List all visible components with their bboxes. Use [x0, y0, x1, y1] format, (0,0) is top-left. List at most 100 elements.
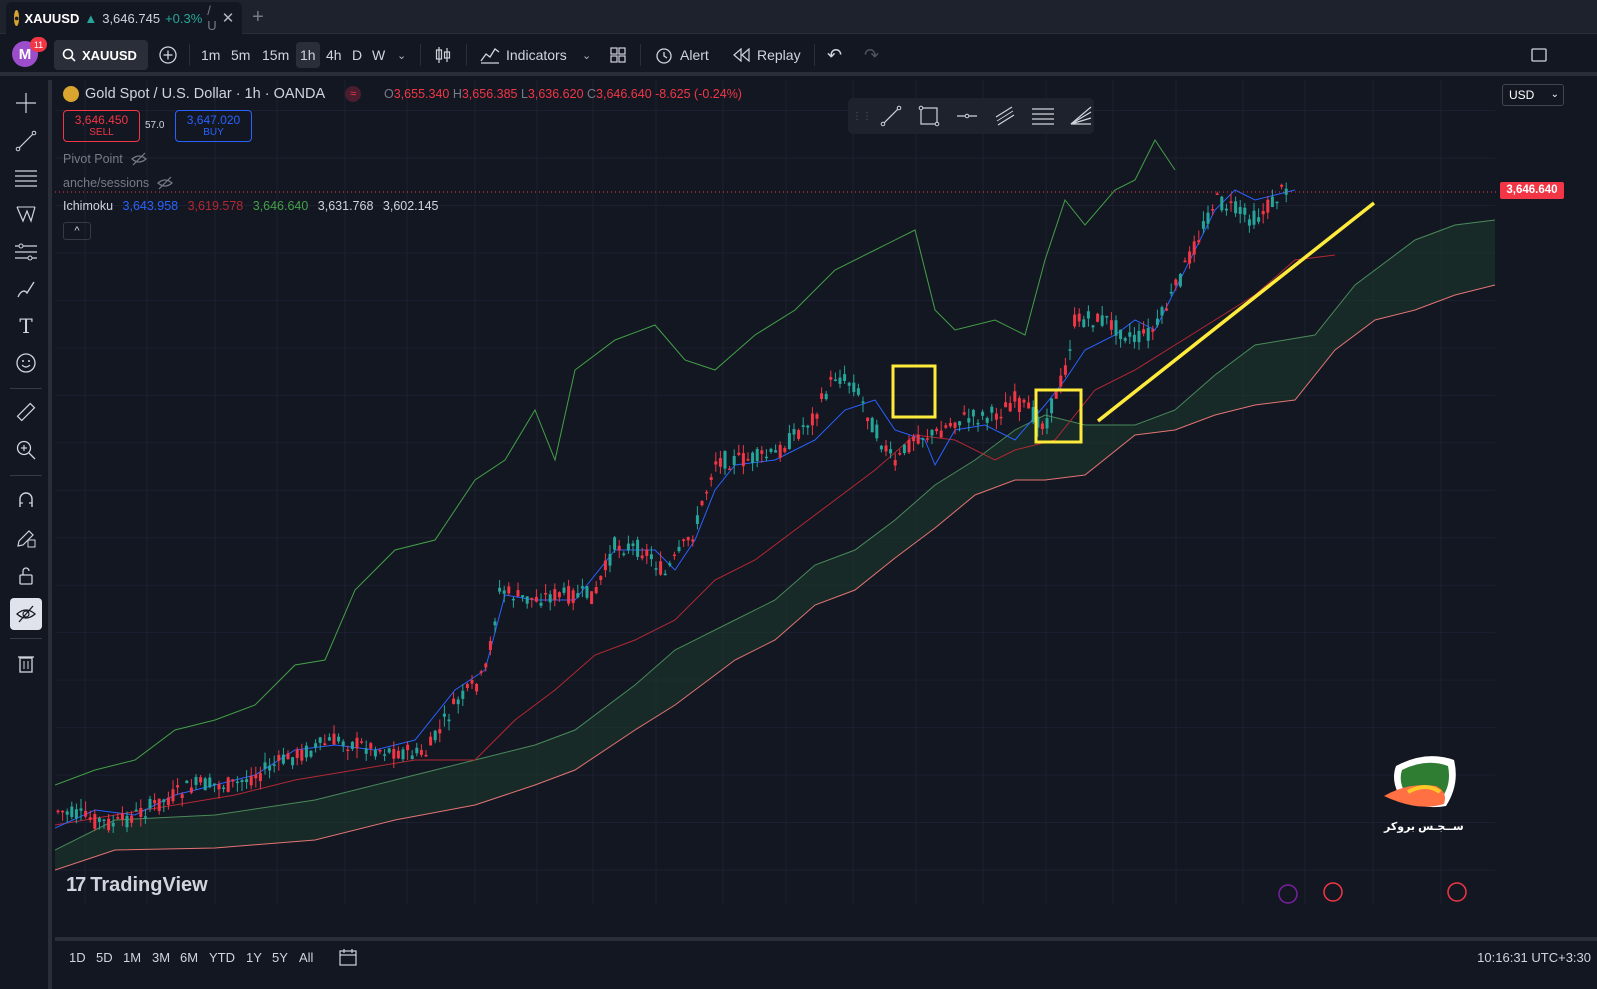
candle	[465, 683, 469, 689]
price-chart[interactable]: 3,680.0003,660.0003,640.0003,620.0003,60…	[55, 80, 1497, 905]
symbol-title[interactable]: Gold Spot / U.S. Dollar · 1h · OANDA	[85, 86, 326, 102]
range-5d[interactable]: 5D	[96, 950, 113, 965]
alert-button[interactable]: Alert	[654, 42, 709, 68]
indicators-button[interactable]: Indicators	[480, 42, 567, 68]
clock-timezone[interactable]: 10:16:31 UTC+3:30	[1477, 950, 1591, 965]
fullscreen-icon[interactable]	[1530, 42, 1548, 68]
chart-tab[interactable]: ● XAUUSD ▲ 3,646.745 +0.3% / U ✕	[6, 2, 242, 34]
trend-line-icon[interactable]	[10, 125, 42, 157]
candle	[166, 797, 170, 806]
timeframe-w[interactable]: W	[372, 47, 386, 63]
layout-grid-icon[interactable]	[609, 42, 627, 68]
timeframe-1m[interactable]: 1m	[201, 47, 221, 63]
range-all[interactable]: All	[299, 950, 314, 965]
candle	[774, 450, 778, 453]
candle	[84, 810, 88, 817]
indicator-sessions[interactable]: anche/sessions	[63, 176, 174, 190]
candle	[387, 748, 391, 753]
indicator-pivot-point[interactable]: Pivot Point	[63, 152, 147, 166]
hide-drawings-eye-icon[interactable]	[10, 598, 42, 630]
range-5y[interactable]: 5Y	[272, 950, 288, 965]
close-tab-icon[interactable]: ✕	[221, 10, 235, 27]
candle	[935, 428, 939, 432]
drag-handle-icon[interactable]: ⋮⋮	[852, 110, 872, 122]
timeframe-dropdown-chevron-down-icon[interactable]: ⌄	[397, 49, 407, 62]
candle	[1063, 365, 1067, 375]
candle	[820, 393, 824, 399]
timeframe-d[interactable]: D	[352, 47, 363, 63]
range-1y[interactable]: 1Y	[246, 950, 262, 965]
replay-button[interactable]: Replay	[733, 42, 801, 68]
lock-drawings-icon[interactable]	[10, 560, 42, 592]
undo-icon[interactable]: ↶	[827, 44, 843, 65]
candle	[185, 780, 189, 784]
prediction-tools-icon[interactable]	[10, 236, 42, 268]
candle	[286, 753, 290, 760]
goto-date-calendar-icon[interactable]	[338, 947, 358, 970]
ichimoku-tenkan-line	[55, 189, 1296, 829]
candle	[438, 729, 442, 734]
gold-coin-icon	[63, 86, 79, 102]
hidden-eye-icon[interactable]	[157, 176, 174, 190]
indicator-ichimoku[interactable]: Ichimoku 3,643.958 3,619.578 3,646.640 3…	[63, 199, 439, 213]
redo-icon[interactable]: ↷	[864, 44, 880, 65]
sell-button[interactable]: 3,646.450 SELL	[63, 110, 140, 142]
collapse-legend-chevron-up-icon[interactable]: ^	[63, 222, 91, 240]
candle	[258, 773, 262, 782]
range-6m[interactable]: 6M	[180, 950, 199, 965]
timeframe-4h[interactable]: 4h	[326, 47, 342, 63]
timeframe-15m[interactable]: 15m	[262, 47, 290, 63]
hidden-eye-icon[interactable]	[130, 152, 147, 166]
candle	[507, 586, 511, 594]
timeframe-1h[interactable]: 1h	[296, 42, 320, 68]
ichimoku-span-b-line	[55, 284, 1496, 871]
timeframe-5m[interactable]: 5m	[231, 47, 251, 63]
trend-line-tool-icon[interactable]	[878, 103, 904, 129]
candle	[723, 451, 727, 469]
candle	[222, 787, 226, 790]
range-1m[interactable]: 1M	[123, 950, 142, 965]
candle	[1027, 402, 1031, 409]
new-tab-button[interactable]: +	[252, 6, 264, 28]
fib-retracement-icon[interactable]	[10, 162, 42, 194]
candle	[199, 777, 203, 783]
symbol-search-button[interactable]: XAUUSD	[54, 40, 148, 70]
ruler-measure-icon[interactable]	[10, 396, 42, 428]
crosshair-icon[interactable]	[10, 87, 42, 119]
candle	[410, 755, 414, 760]
fib-levels-tool-icon[interactable]	[1030, 103, 1056, 129]
currency-selector[interactable]: USD ⌄	[1502, 84, 1564, 106]
market-status-icon[interactable]: ≈	[345, 86, 362, 102]
compare-add-symbol-icon[interactable]	[158, 42, 178, 68]
zoom-in-icon[interactable]	[10, 434, 42, 466]
indicators-chevron-down-icon[interactable]: ⌄	[582, 49, 592, 62]
range-1d[interactable]: 1D	[69, 950, 86, 965]
symbol-search-label: XAUUSD	[82, 47, 137, 63]
buy-button[interactable]: 3,647.020 BUY	[175, 110, 252, 142]
rectangle-tool-icon[interactable]	[916, 103, 942, 129]
text-tool-icon[interactable]: T	[19, 314, 33, 338]
candles-chart-type-icon[interactable]	[434, 42, 452, 68]
candle	[875, 424, 879, 439]
candle	[691, 539, 695, 542]
emoji-icon[interactable]	[10, 347, 42, 379]
keep-drawing-pencil-icon[interactable]	[10, 522, 42, 554]
change-value: -8.625 (-0.24%)	[655, 87, 742, 101]
candle	[1077, 313, 1081, 322]
horizontal-line-tool-icon[interactable]	[954, 103, 980, 129]
parallel-channel-tool-icon[interactable]	[992, 103, 1018, 129]
range-3m[interactable]: 3M	[152, 950, 171, 965]
brush-icon[interactable]	[10, 273, 42, 305]
candle	[1114, 320, 1118, 336]
range-ytd[interactable]: YTD	[209, 950, 235, 965]
candle	[383, 754, 387, 756]
pattern-xabcd-icon[interactable]	[10, 198, 42, 230]
fib-fan-tool-icon[interactable]	[1068, 103, 1094, 129]
tradingview-watermark[interactable]: 17 TradingView	[66, 874, 208, 897]
tab-price: 3,646.745	[102, 10, 161, 26]
candle	[590, 591, 594, 604]
candle	[235, 781, 239, 784]
trash-delete-icon[interactable]	[10, 647, 42, 679]
magnet-icon[interactable]	[10, 484, 42, 516]
chart-canvas[interactable]: 3,680.0003,660.0003,640.0003,620.0003,60…	[55, 80, 1497, 905]
